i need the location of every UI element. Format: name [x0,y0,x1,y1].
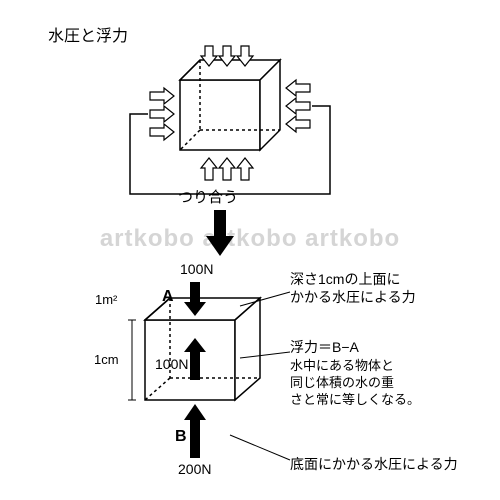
bottom-explanation: 底面にかかる水圧による力 [290,455,458,473]
label-a: A [162,287,174,308]
watermark-text: artkobo artkobo artkobo [0,225,500,253]
force-top-value: 100N [180,260,213,278]
force-bottom-value: 200N [178,460,211,478]
area-label: 1m² [95,292,117,309]
buoyancy-explanation: 水中にある物体と 同じ体積の水の重 さと常に等しくなる。 [290,358,420,409]
force-inside-value: 100N [155,355,188,373]
transition-arrow [200,210,240,258]
bottom-cube-diagram [90,270,310,480]
label-b: B [175,427,187,448]
top-explanation: 深さ1cmの上面に かかる水圧による力 [290,270,416,306]
balanced-label: つり合う [178,188,238,208]
height-label: 1cm [94,352,119,369]
buoyancy-formula: 浮力＝B−A [290,338,359,356]
